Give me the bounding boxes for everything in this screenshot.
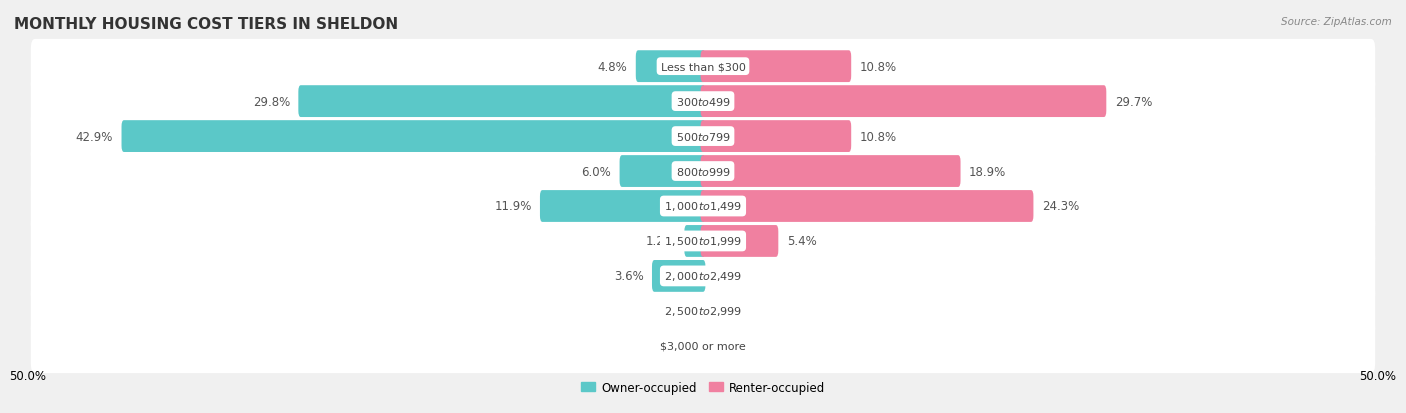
FancyBboxPatch shape (31, 214, 1375, 268)
Text: 11.9%: 11.9% (494, 200, 531, 213)
FancyBboxPatch shape (31, 75, 1375, 129)
Text: 10.8%: 10.8% (859, 130, 897, 143)
FancyBboxPatch shape (700, 51, 851, 83)
Text: $3,000 or more: $3,000 or more (661, 341, 745, 351)
Text: 24.3%: 24.3% (1042, 200, 1078, 213)
FancyBboxPatch shape (31, 145, 1375, 199)
Text: $2,500 to $2,999: $2,500 to $2,999 (664, 305, 742, 318)
Text: 6.0%: 6.0% (582, 165, 612, 178)
Text: 1.2%: 1.2% (647, 235, 676, 248)
FancyBboxPatch shape (31, 319, 1375, 373)
Text: 0.0%: 0.0% (714, 305, 744, 318)
Text: $2,000 to $2,499: $2,000 to $2,499 (664, 270, 742, 283)
FancyBboxPatch shape (700, 225, 779, 257)
Text: 18.9%: 18.9% (969, 165, 1007, 178)
Text: 29.8%: 29.8% (253, 95, 290, 108)
Text: $300 to $499: $300 to $499 (675, 96, 731, 108)
Text: 0.0%: 0.0% (662, 305, 692, 318)
Text: 0.0%: 0.0% (714, 339, 744, 352)
Text: 0.0%: 0.0% (662, 339, 692, 352)
FancyBboxPatch shape (31, 284, 1375, 338)
Text: Less than $300: Less than $300 (661, 62, 745, 72)
FancyBboxPatch shape (652, 260, 706, 292)
FancyBboxPatch shape (700, 121, 851, 153)
Text: 4.8%: 4.8% (598, 61, 627, 74)
Text: 5.4%: 5.4% (787, 235, 817, 248)
FancyBboxPatch shape (700, 86, 1107, 118)
FancyBboxPatch shape (700, 156, 960, 188)
FancyBboxPatch shape (31, 40, 1375, 94)
Text: $1,000 to $1,499: $1,000 to $1,499 (664, 200, 742, 213)
FancyBboxPatch shape (121, 121, 706, 153)
FancyBboxPatch shape (700, 191, 1033, 222)
Text: 10.8%: 10.8% (859, 61, 897, 74)
Text: 42.9%: 42.9% (76, 130, 112, 143)
FancyBboxPatch shape (31, 179, 1375, 234)
FancyBboxPatch shape (540, 191, 706, 222)
Text: 3.6%: 3.6% (614, 270, 644, 283)
Text: 0.0%: 0.0% (714, 270, 744, 283)
FancyBboxPatch shape (31, 249, 1375, 304)
FancyBboxPatch shape (685, 225, 706, 257)
Text: $500 to $799: $500 to $799 (675, 131, 731, 143)
Text: 29.7%: 29.7% (1115, 95, 1152, 108)
Text: MONTHLY HOUSING COST TIERS IN SHELDON: MONTHLY HOUSING COST TIERS IN SHELDON (14, 17, 398, 31)
Text: Source: ZipAtlas.com: Source: ZipAtlas.com (1281, 17, 1392, 26)
Legend: Owner-occupied, Renter-occupied: Owner-occupied, Renter-occupied (576, 376, 830, 399)
FancyBboxPatch shape (31, 109, 1375, 164)
FancyBboxPatch shape (298, 86, 706, 118)
FancyBboxPatch shape (636, 51, 706, 83)
Text: $1,500 to $1,999: $1,500 to $1,999 (664, 235, 742, 248)
Text: $800 to $999: $800 to $999 (675, 166, 731, 178)
FancyBboxPatch shape (620, 156, 706, 188)
